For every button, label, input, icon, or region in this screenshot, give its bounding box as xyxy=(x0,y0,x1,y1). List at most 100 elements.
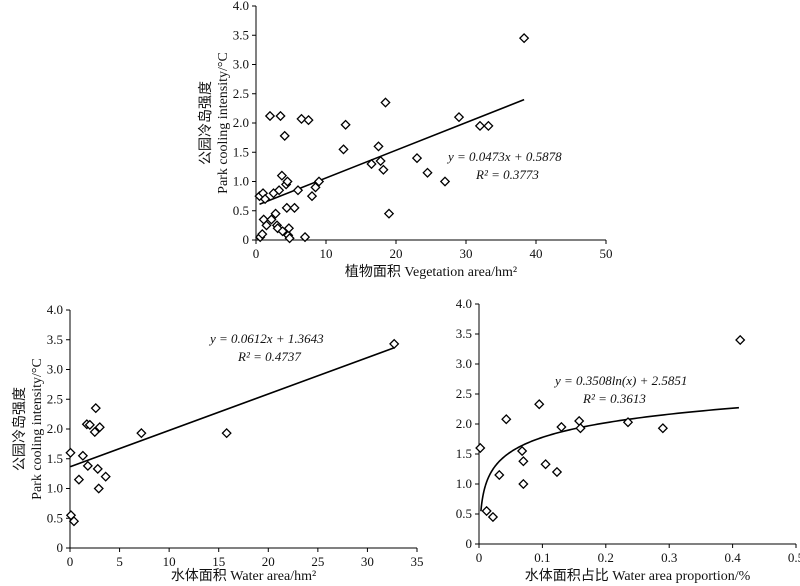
data-point xyxy=(77,450,89,461)
data-point xyxy=(483,120,494,132)
y-tick-label: 3.0 xyxy=(456,356,472,371)
x-tick-label: 0 xyxy=(476,550,483,565)
y-axis-label-en: Park cooling intensity/°C xyxy=(30,358,45,500)
data-point xyxy=(221,428,232,439)
x-tick-label: 50 xyxy=(600,246,613,261)
data-point xyxy=(93,483,104,494)
data-point xyxy=(439,176,451,187)
y-tick-label: 3.5 xyxy=(456,326,472,341)
data-point xyxy=(340,119,351,130)
data-point xyxy=(338,144,349,155)
regression-equation: y = 0.0473x + 0.5878 xyxy=(446,149,562,164)
data-point xyxy=(273,185,285,196)
x-tick-label: 35 xyxy=(411,554,424,569)
r-squared: R² = 0.3773 xyxy=(475,167,539,182)
y-tick-label: 0.5 xyxy=(47,510,63,525)
y-tick-label: 1.5 xyxy=(47,451,63,466)
x-tick-label: 30 xyxy=(460,246,473,261)
chart-water-area-proportion: 0 0.5 1.0 1.5 2.0 2.5 3.0 3.5 4.0 0 0.1 0.2 0.3 0.4 0.… xyxy=(456,296,800,584)
data-point xyxy=(299,231,311,243)
x-axis-label: 植物面积 Vegetation area/hm² xyxy=(345,264,517,280)
data-point xyxy=(657,423,668,434)
r-squared: R² = 0.4737 xyxy=(237,349,301,364)
data-point xyxy=(89,426,100,438)
y-tick-label: 1.0 xyxy=(456,476,472,491)
data-point xyxy=(82,460,93,472)
data-point xyxy=(306,191,318,202)
data-point xyxy=(282,176,293,187)
data-point xyxy=(375,155,386,167)
trend-line xyxy=(70,346,395,468)
data-point xyxy=(313,176,325,187)
data-point xyxy=(475,442,486,454)
x-axis-label: 水体面积 Water area/hm² xyxy=(171,568,316,584)
data-point xyxy=(65,447,76,458)
x-tick-label: 20 xyxy=(262,554,275,569)
y-tick-label: 3.5 xyxy=(47,332,63,347)
data-point xyxy=(518,33,530,44)
data-point xyxy=(487,511,499,523)
data-point xyxy=(261,220,272,231)
y-tick-label: 0 xyxy=(57,540,64,555)
data-point xyxy=(289,202,300,213)
x-tick-label: 0.2 xyxy=(598,550,614,565)
data-point xyxy=(257,229,268,240)
data-point xyxy=(68,516,80,527)
data-point xyxy=(622,417,634,428)
x-tick-label: 10 xyxy=(320,246,333,261)
x-tick-label: 0 xyxy=(67,554,74,569)
y-tick-label: 4.0 xyxy=(456,296,472,311)
x-tick-label: 10 xyxy=(163,554,176,569)
data-point xyxy=(100,471,111,482)
data-point xyxy=(494,469,505,481)
data-point xyxy=(373,141,384,152)
data-point xyxy=(556,421,567,433)
data-point xyxy=(264,110,276,122)
data-point xyxy=(501,414,512,425)
data-point xyxy=(284,233,295,244)
data-point xyxy=(574,415,585,427)
x-axis-label: 水体面积占比 Water area proportion/% xyxy=(525,568,751,584)
x-tick-label: 30 xyxy=(361,554,374,569)
data-point xyxy=(383,208,395,219)
data-point xyxy=(735,334,746,346)
data-point xyxy=(279,130,290,141)
x-tick-label: 5 xyxy=(116,554,123,569)
data-point xyxy=(270,208,281,219)
data-point xyxy=(551,466,563,478)
data-point xyxy=(136,428,147,439)
y-axis-label-cn: 公园冷岛强度 xyxy=(198,81,214,165)
y-tick-label: 2.0 xyxy=(47,421,63,436)
y-tick-label: 1.0 xyxy=(233,174,249,189)
data-point xyxy=(481,505,492,517)
y-axis-label-en: Park cooling intensity/°C xyxy=(216,52,231,194)
y-tick-label: 1.5 xyxy=(233,144,249,159)
y-tick-label: 0 xyxy=(466,536,473,551)
x-tick-label: 0 xyxy=(253,246,260,261)
regression-equation: y = 0.3508ln(x) + 2.5851 xyxy=(553,373,687,388)
data-point xyxy=(90,403,101,414)
data-point xyxy=(73,474,85,485)
regression-equation: y = 0.0612x + 1.3643 xyxy=(208,331,324,346)
data-point xyxy=(518,456,529,467)
data-point xyxy=(411,152,423,164)
y-tick-label: 3.5 xyxy=(233,27,249,42)
data-point xyxy=(276,170,288,181)
data-point xyxy=(84,419,95,430)
y-tick-label: 3.0 xyxy=(47,362,63,377)
data-point xyxy=(389,338,400,350)
x-tick-label: 0.1 xyxy=(534,550,550,565)
y-tick-label: 1.0 xyxy=(47,481,63,496)
data-point xyxy=(534,399,545,410)
data-point xyxy=(266,214,277,225)
y-tick-label: 2.0 xyxy=(233,115,249,130)
data-point xyxy=(292,185,304,196)
trend-line xyxy=(259,98,525,205)
data-point xyxy=(422,167,433,178)
x-tick-label: 0.5 xyxy=(788,550,800,565)
data-point xyxy=(453,112,465,123)
y-tick-label: 0 xyxy=(243,232,250,247)
data-point xyxy=(575,423,586,434)
data-point xyxy=(516,445,528,457)
